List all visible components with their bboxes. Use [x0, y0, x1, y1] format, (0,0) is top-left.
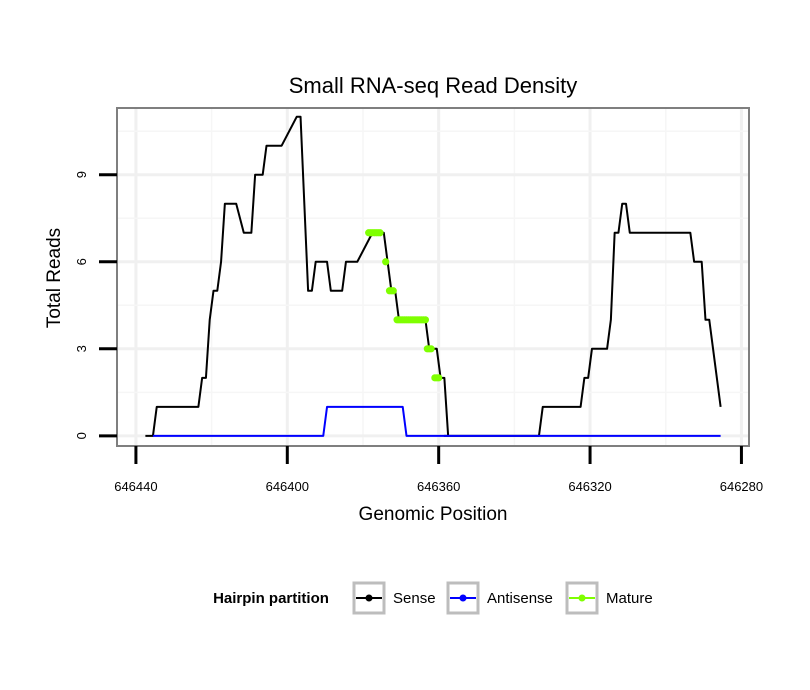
series-point-mature [427, 345, 435, 353]
series-layer [145, 115, 722, 437]
y-tick-label: 3 [74, 345, 89, 352]
legend-point-mature [578, 594, 586, 602]
x-tick-label: 646360 [417, 479, 460, 494]
series-point-mature [376, 229, 384, 237]
legend-item-mature: Mature [565, 581, 653, 615]
series-point-mature [435, 374, 443, 382]
legend: Hairpin partition Sense Antisense Mature [213, 581, 653, 615]
y-axis-label: Total Reads [44, 228, 65, 328]
x-tick-label: 646280 [720, 479, 763, 494]
series-point-mature [389, 287, 397, 295]
x-tick-label: 646400 [266, 479, 309, 494]
legend-item-sense: Sense [352, 581, 436, 615]
series-line-sense [145, 115, 722, 437]
x-tick-label: 646440 [114, 479, 157, 494]
axes: 646440 646400 646360 646320 646280 0 3 6 9 [74, 171, 763, 494]
series-point-mature [421, 316, 430, 324]
series-line-antisense [152, 405, 721, 437]
plot-panel-border [116, 107, 750, 447]
y-tick-label: 6 [74, 258, 89, 265]
series-point-mature [382, 258, 390, 266]
x-tick-label: 646320 [568, 479, 611, 494]
legend-item-antisense: Antisense [446, 581, 553, 615]
legend-label-antisense: Antisense [487, 590, 553, 607]
legend-point-antisense [459, 594, 467, 602]
legend-label-sense: Sense [393, 590, 436, 607]
legend-point-sense [365, 594, 373, 602]
legend-title: Hairpin partition [213, 590, 329, 607]
legend-label-mature: Mature [606, 590, 653, 607]
chart-title: Small RNA-seq Read Density [289, 73, 578, 98]
y-tick-label: 9 [74, 171, 89, 178]
grid [117, 108, 749, 446]
y-tick-label: 0 [74, 432, 89, 439]
x-axis-label: Genomic Position [359, 504, 508, 525]
